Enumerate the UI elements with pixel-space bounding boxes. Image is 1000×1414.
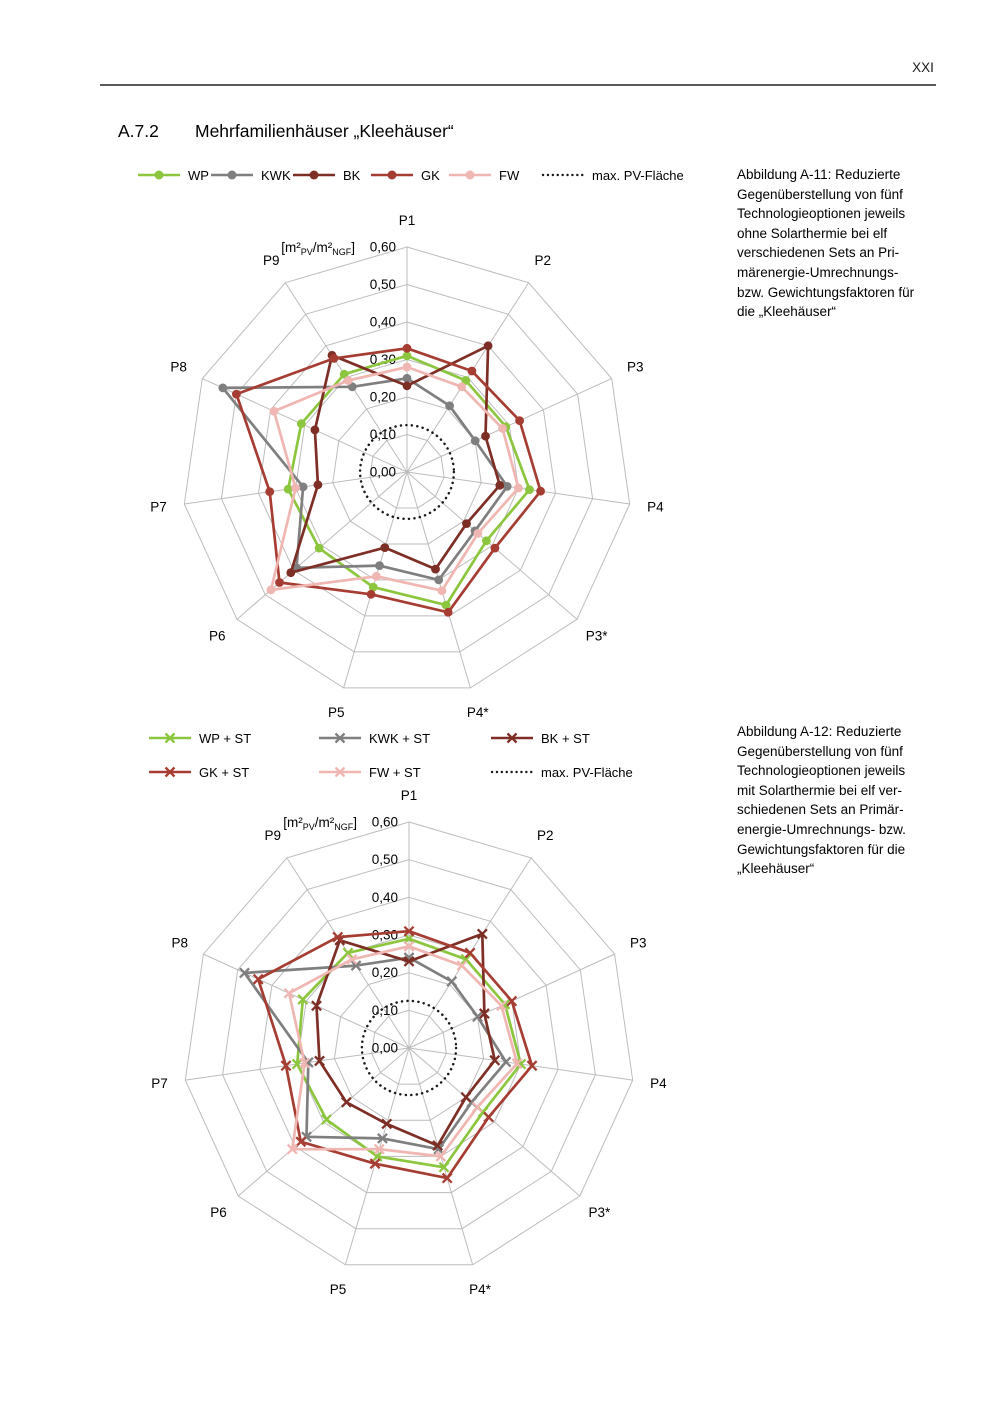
legend-item-fw-st: FW + ST: [318, 764, 421, 780]
section-number: A.7.2: [118, 121, 159, 141]
svg-text:P1: P1: [399, 213, 416, 228]
figure-a11-caption: Abbildung A-11: Reduzierte Gegenüberstel…: [737, 167, 915, 320]
series-marker-icon: [149, 732, 191, 744]
legend-item-max-pv-fl-che: max. PV-Fläche: [490, 764, 633, 780]
legend-label: max. PV-Fläche: [541, 764, 633, 780]
svg-text:0,40: 0,40: [372, 890, 398, 905]
legend-label: GK: [421, 167, 440, 183]
legend-label: FW: [499, 167, 520, 183]
svg-text:0,40: 0,40: [370, 315, 396, 330]
svg-text:P4: P4: [647, 500, 664, 515]
axis-labels: P1 P2 P3 P4 P3* P4* P5 P6 P7 P8 P9: [151, 788, 667, 1297]
page-number: XXI: [912, 60, 934, 75]
svg-text:P2: P2: [537, 828, 554, 843]
svg-text:P5: P5: [330, 1282, 347, 1297]
svg-text:P7: P7: [150, 500, 167, 515]
header-rule: [100, 84, 936, 86]
legend-label: BK + ST: [541, 730, 590, 746]
series-marker-icon: [211, 170, 253, 180]
svg-text:P6: P6: [210, 1205, 227, 1220]
radial-tick-labels: 0,00 0,10 0,20 0,30 0,40 0,50 0,60: [372, 815, 398, 1056]
legend-item-max-pv-fl-che: max. PV-Fläche: [541, 167, 684, 183]
svg-text:P4: P4: [650, 1076, 667, 1091]
series-wp: [283, 351, 534, 610]
series-gk: [232, 343, 545, 617]
series-wp-st: [291, 933, 527, 1173]
series-marker-icon: [319, 732, 361, 744]
unit-label: [m²PV/m²NGF]: [281, 240, 355, 257]
svg-text:0,60: 0,60: [372, 815, 398, 830]
series-marker-icon: [491, 732, 533, 744]
legend-item-gk: GK: [370, 167, 440, 183]
max-pv-flaeche-circle: [360, 999, 458, 1097]
series-marker-icon: [138, 170, 180, 180]
series-marker-icon: [319, 766, 361, 778]
axis-labels: P1 P2 P3 P4 P3* P4* P5 P6 P7 P8 P9: [150, 213, 664, 720]
svg-text:0,50: 0,50: [370, 277, 396, 292]
legend-label: KWK: [261, 167, 291, 183]
series-fw: [266, 362, 523, 596]
series-marker-icon: [449, 170, 491, 180]
svg-text:P1: P1: [401, 788, 418, 803]
svg-text:P2: P2: [534, 253, 551, 268]
svg-text:P3*: P3*: [586, 628, 609, 643]
svg-text:P3: P3: [630, 935, 647, 950]
legend-label: WP: [188, 167, 209, 183]
svg-text:0,20: 0,20: [372, 965, 398, 980]
legend-item-kwk: KWK: [210, 167, 291, 183]
svg-text:P9: P9: [263, 253, 280, 268]
series-marker-icon: [371, 170, 413, 180]
svg-text:0,10: 0,10: [372, 1003, 398, 1018]
svg-text:P6: P6: [209, 628, 226, 643]
svg-text:P4*: P4*: [467, 705, 490, 720]
series-kwk-st: [239, 952, 512, 1155]
series-gk-st: [252, 925, 538, 1184]
legend-item-wp: WP: [137, 167, 209, 183]
legend-label: GK + ST: [199, 764, 250, 780]
legend-label: max. PV-Fläche: [592, 167, 684, 183]
legend-item-bk-st: BK + ST: [490, 730, 590, 746]
legend-item-gk-st: GK + ST: [148, 764, 249, 780]
dotted-line-icon: [490, 770, 534, 774]
grid: [183, 246, 631, 689]
legend-item-wp-st: WP + ST: [148, 730, 251, 746]
unit-label: [m²PV/m²NGF]: [283, 815, 357, 832]
svg-text:0,50: 0,50: [372, 852, 398, 867]
legend-label: KWK + ST: [369, 730, 431, 746]
grid: [184, 821, 634, 1266]
svg-text:P8: P8: [172, 935, 189, 950]
series-fw-st: [283, 940, 523, 1162]
svg-text:0,00: 0,00: [370, 465, 396, 480]
svg-text:P5: P5: [328, 705, 345, 720]
dotted-line-icon: [541, 173, 585, 177]
svg-text:P4*: P4*: [469, 1282, 492, 1297]
svg-text:P3*: P3*: [589, 1205, 612, 1220]
legend-label: BK: [343, 167, 361, 183]
svg-text:0,60: 0,60: [370, 240, 396, 255]
section-title: Mehrfamilienhäuser „Kleehäuser“: [195, 121, 454, 141]
svg-text:P3: P3: [627, 360, 644, 375]
svg-text:0,00: 0,00: [372, 1041, 398, 1056]
legend-item-fw: FW: [448, 167, 519, 183]
max-pv-flaeche-circle: [358, 423, 456, 521]
svg-text:P7: P7: [151, 1076, 168, 1091]
legend-item-bk: BK: [292, 167, 360, 183]
series-bk-st: [311, 928, 501, 1151]
svg-text:0,20: 0,20: [370, 390, 396, 405]
radial-tick-labels: 0,00 0,10 0,20 0,30 0,40 0,50 0,60: [370, 240, 396, 480]
legend-label: FW + ST: [369, 764, 421, 780]
series-bk: [286, 341, 505, 578]
legend-item-kwk-st: KWK + ST: [318, 730, 430, 746]
series-marker-icon: [149, 766, 191, 778]
series-kwk: [218, 373, 512, 585]
svg-text:P9: P9: [265, 828, 282, 843]
svg-text:0,30: 0,30: [370, 352, 396, 367]
svg-text:P8: P8: [170, 360, 187, 375]
svg-text:0,10: 0,10: [370, 427, 396, 442]
svg-text:0,30: 0,30: [372, 928, 398, 943]
figure-a12-caption: Abbildung A-12: Reduzierte Gegenüberstel…: [737, 724, 906, 877]
series-marker-icon: [293, 170, 335, 180]
legend-label: WP + ST: [199, 730, 252, 746]
